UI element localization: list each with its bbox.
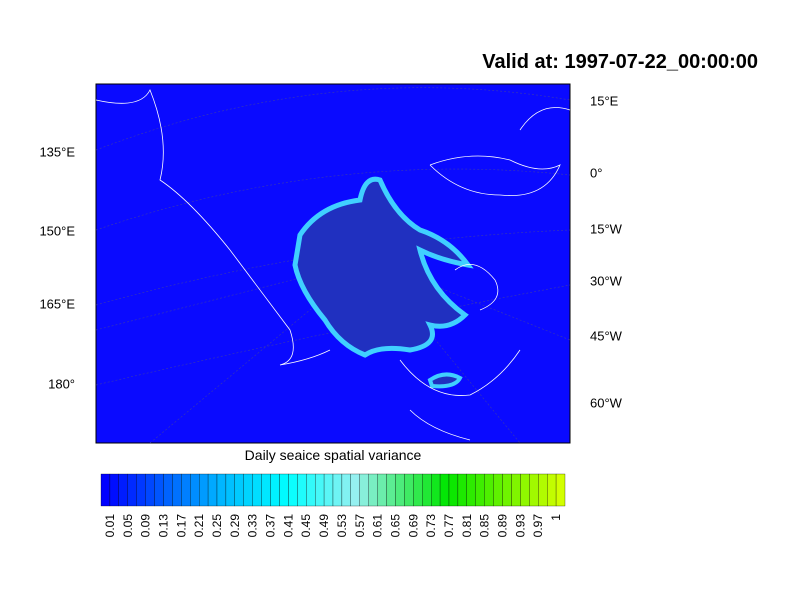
colorbar-box [484,473,494,507]
lon-label: 60°W [590,395,623,410]
colorbar-box [118,473,128,507]
colorbar-box [422,473,432,507]
left-lon-labels: 135°E 150°E 165°E 180° [39,144,75,391]
colorbar-title: Daily seaice spatial variance [245,447,422,463]
colorbar-box [511,473,521,507]
map [95,83,571,444]
lon-label: 45°W [590,328,623,343]
colorbar-box [368,473,378,507]
colorbar-box [127,473,137,507]
colorbar-box [297,473,307,507]
colorbar-box [529,473,539,507]
colorbar-label: 0.65 [388,514,402,538]
colorbar-box [323,473,334,507]
lon-label: 165°E [39,296,75,311]
colorbar-box [475,473,485,507]
colorbar-box [199,473,209,507]
colorbar-label: 0.49 [317,514,331,538]
colorbar-label: 0.05 [121,514,135,538]
colorbar-box [466,473,476,507]
colorbar-box [145,473,155,507]
colorbar-box [136,473,146,507]
colorbar-box [350,473,360,507]
colorbar-label: 0.69 [406,514,420,538]
colorbar-box [252,473,262,507]
colorbar-box [270,473,280,507]
colorbar-box [225,473,235,507]
colorbar-label: 0.29 [228,514,242,538]
colorbar-label: 0.41 [281,514,295,538]
colorbar-label: 0.85 [478,514,492,538]
colorbar-box [538,473,548,507]
colorbar-box [404,473,414,507]
colorbar-label: 0.25 [210,514,224,538]
colorbar-label: 0.73 [424,514,438,538]
lon-label: 150°E [39,223,75,238]
colorbar-box [359,473,369,507]
lon-label: 15°E [590,93,619,108]
colorbar-label: 0.01 [103,514,117,538]
colorbar-box [109,473,119,507]
colorbar-box [181,473,191,507]
colorbar-box [493,473,503,507]
colorbar-box [547,473,557,507]
colorbar-box [555,473,566,507]
colorbar-box [279,473,289,507]
colorbar-box [154,473,164,507]
colorbar-box [520,473,530,507]
colorbar-box [190,473,200,507]
colorbar-box [315,473,325,507]
colorbar-label: 0.33 [246,514,260,538]
colorbar-box [457,473,467,507]
colorbar-box [431,473,441,507]
colorbar-box [172,473,182,507]
lon-label: 0° [590,165,602,180]
colorbar-label: 0.61 [371,514,385,538]
colorbar-box [439,473,450,507]
right-lon-labels: 15°E 0° 15°W 30°W 45°W 60°W [590,93,623,410]
lon-label: 180° [48,376,75,391]
colorbar-label: 0.53 [335,514,349,538]
colorbar-label: 0.21 [192,514,206,538]
colorbar-label: 0.09 [139,514,153,538]
colorbar-label: 1 [549,514,563,521]
colorbar-box [448,473,459,507]
colorbar-box [163,473,173,507]
colorbar-box [413,473,423,507]
colorbar-label: 0.97 [531,514,545,538]
colorbar-box [234,473,244,507]
colorbar-label: 0.45 [299,514,313,538]
colorbar-box [261,473,271,507]
colorbar-label: 0.37 [264,514,278,538]
colorbar-label: 0.13 [156,514,170,538]
lon-label: 15°W [590,221,623,236]
colorbar-box [386,473,396,507]
title: Valid at: 1997-07-22_00:00:00 [482,51,758,73]
colorbar-box [216,473,227,507]
colorbar-label: 0.77 [442,514,456,538]
colorbar-box [207,473,218,507]
colorbar-label: 0.81 [460,514,474,538]
colorbar: 0.01 0.05 0.09 0.13 0.17 0.21 0.25 0.29 0.33 0.37… [100,473,566,538]
colorbar-box [341,473,351,507]
lon-label: 30°W [590,273,623,288]
colorbar-box [395,473,405,507]
colorbar-box [243,473,253,507]
colorbar-label: 0.89 [496,514,510,538]
colorbar-label: 0.57 [353,514,367,538]
colorbar-box [288,473,298,507]
colorbar-box [306,473,316,507]
colorbar-box [332,473,343,507]
colorbar-box [377,473,387,507]
colorbar-label: 0.93 [513,514,527,538]
colorbar-box [502,473,512,507]
colorbar-label: 0.17 [174,514,188,538]
lon-label: 135°E [39,144,75,159]
colorbar-box [100,473,111,507]
